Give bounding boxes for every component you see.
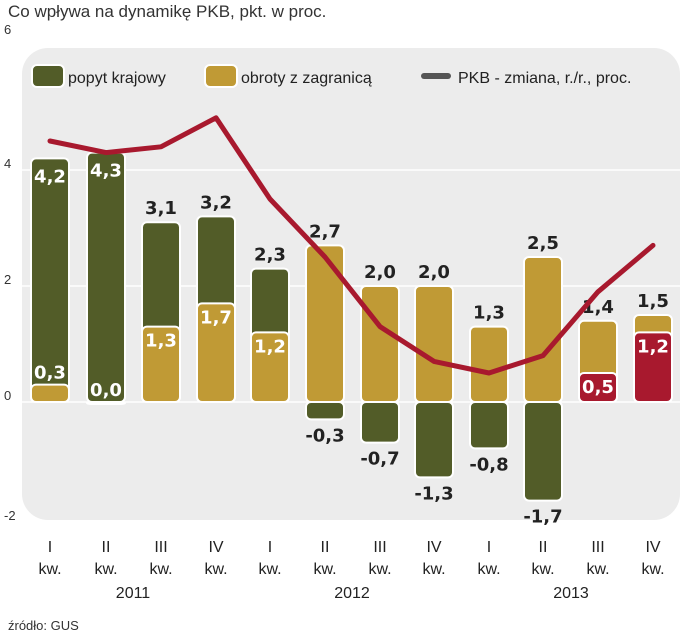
data-label: 1,2 (254, 336, 286, 357)
x-tick-quarter: I (268, 539, 272, 556)
x-tick-suffix: kw. (94, 561, 117, 578)
data-label: 2,0 (418, 262, 450, 283)
x-tick-suffix: kw. (149, 561, 172, 578)
data-label: 2,0 (364, 262, 396, 283)
bar-obroty (360, 285, 400, 403)
data-label: 1,3 (145, 331, 177, 352)
legend-swatch-obroty (204, 64, 238, 88)
bar-obroty (250, 331, 290, 403)
bar-popyt (360, 401, 400, 444)
x-tick-suffix: kw. (641, 561, 664, 578)
y-tick-label: 2 (4, 272, 11, 287)
x-tick-quarter: IV (645, 539, 660, 556)
x-tick-quarter: III (591, 539, 604, 556)
data-label: 4,3 (90, 161, 122, 182)
bar-popyt (633, 331, 673, 403)
x-tick-quarter: IV (426, 539, 441, 556)
x-year-label: 2012 (334, 585, 370, 602)
data-label: 0,3 (34, 363, 66, 384)
y-tick-label: 6 (4, 22, 11, 37)
x-tick-suffix: kw. (38, 561, 61, 578)
data-label: -0,7 (360, 449, 399, 470)
x-tick-suffix: kw. (586, 561, 609, 578)
legend-swatch-popyt (31, 64, 65, 88)
data-label: -1,7 (523, 507, 562, 528)
bar-obroty (414, 285, 454, 403)
x-year-label: 2013 (553, 585, 589, 602)
bar-popyt (86, 151, 126, 403)
bar-popyt (523, 401, 563, 502)
data-label: 2,5 (527, 233, 559, 254)
x-tick-suffix: kw. (258, 561, 281, 578)
x-tick-suffix: kw. (204, 561, 227, 578)
data-label: 0,0 (90, 380, 122, 401)
x-tick-suffix: kw. (313, 561, 336, 578)
data-label: 1,5 (637, 291, 669, 312)
x-year-label: 2011 (116, 585, 151, 602)
bar-obroty (305, 244, 345, 403)
bar-obroty (86, 401, 126, 405)
x-tick-suffix: kw. (477, 561, 500, 578)
legend-label: obroty z zagranicą (241, 70, 372, 87)
data-label: 3,1 (145, 198, 177, 219)
data-label: 1,7 (200, 307, 232, 328)
bar-obroty (196, 302, 236, 403)
legend-label: PKB - zmiana, r./r., proc. (458, 70, 631, 87)
bar-popyt (578, 372, 618, 403)
bar-obroty (141, 325, 181, 404)
data-label: 4,2 (34, 166, 66, 187)
x-tick-quarter: III (154, 539, 167, 556)
data-label: 0,5 (582, 377, 614, 398)
data-label: 1,2 (637, 336, 669, 357)
data-label: -0,3 (305, 425, 344, 446)
chart-title: Co wpływa na dynamikę PKB, pkt. w proc. (8, 2, 327, 21)
source-note: źródło: GUS (8, 618, 79, 633)
line-pkb (47, 115, 656, 376)
bar-popyt (469, 401, 509, 450)
bar-obroty (523, 256, 563, 403)
x-tick-suffix: kw. (531, 561, 554, 578)
x-tick-quarter: III (373, 539, 386, 556)
data-label: -1,3 (414, 483, 453, 504)
x-tick-suffix: kw. (368, 561, 391, 578)
bar-popyt (305, 401, 345, 421)
x-tick-quarter: II (321, 539, 330, 556)
x-tick-quarter: II (539, 539, 548, 556)
data-label: 1,3 (473, 303, 505, 324)
bar-obroty (469, 325, 509, 404)
x-tick-suffix: kw. (422, 561, 445, 578)
x-tick-quarter: II (102, 539, 111, 556)
legend-label: popyt krajowy (68, 70, 166, 87)
x-tick-quarter: I (48, 539, 52, 556)
data-label: 3,2 (200, 192, 232, 213)
data-label: 2,7 (309, 221, 341, 242)
y-tick-label: 4 (4, 156, 11, 171)
bar-popyt (414, 401, 454, 479)
bar-obroty (30, 383, 70, 404)
x-tick-quarter: I (487, 539, 491, 556)
data-label: 2,3 (254, 245, 286, 266)
x-tick-quarter: IV (208, 539, 223, 556)
y-tick-label: -2 (4, 508, 16, 523)
y-tick-label: 0 (4, 388, 11, 403)
data-label: -0,8 (469, 454, 508, 475)
